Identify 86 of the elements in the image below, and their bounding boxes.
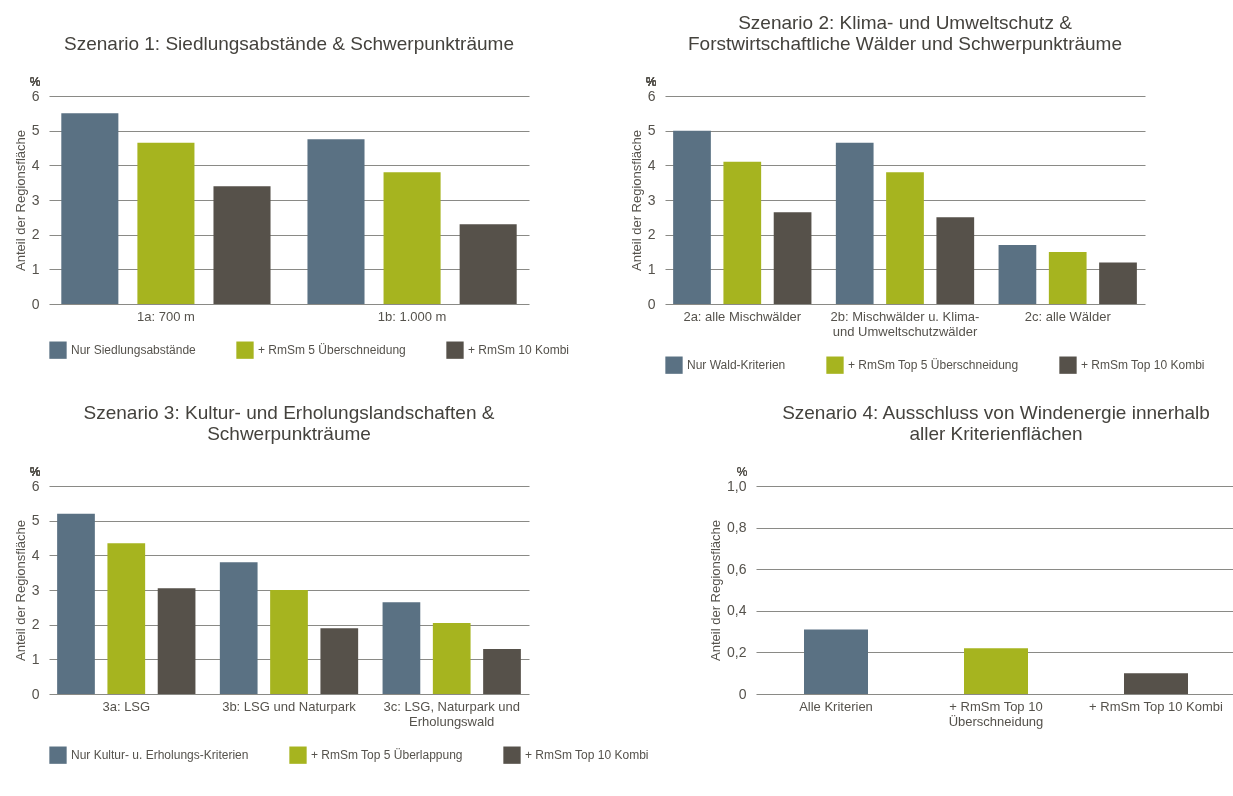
bar (307, 139, 365, 304)
y-tick-label: 0 (31, 685, 40, 702)
bar (137, 142, 195, 304)
bar (213, 186, 271, 304)
x-tick-label: 3b: LSG und Naturpark (222, 698, 357, 714)
bar (483, 648, 521, 694)
legend-label: Nur Kultur- u. Erholungs-Kriterien (71, 748, 249, 763)
bar (270, 590, 308, 694)
y-tick-label: 4 (647, 156, 656, 173)
x-tick-label: 2a: alle Mischwälder (683, 308, 802, 324)
legend-label: + RmSm Top 5 Überlappung (311, 748, 463, 763)
chart-title: Szenario 1: Siedlungsabstände & Schwerpunkträume (64, 33, 514, 54)
y-tick-label: 5 (31, 512, 40, 529)
bar (886, 172, 924, 304)
x-tick-label: 3c: LSG, Naturpark und Erholungswald (383, 698, 520, 729)
y-tick-label: 1,0 (727, 477, 747, 494)
y-tick-label: 1 (31, 260, 40, 277)
y-tick-label: 5 (31, 122, 40, 139)
text: % (645, 75, 657, 89)
legend-label: + RmSm 5 Überschneidung (258, 343, 406, 358)
y-tick-label: 5 (647, 122, 656, 139)
x-tick-label: 2b: Mischwälder u. Klima- und Umweltschutzwälder (830, 308, 980, 339)
bar (723, 161, 762, 304)
text: % (29, 465, 41, 479)
chart-title: Szenario 2: Klima- und Umweltschutz & Forstwirtschaftliche Wälder und Schwerpunkträume (687, 12, 1123, 54)
bar (804, 629, 868, 694)
x-tick-label: 1a: 700 m (137, 308, 195, 324)
bar (382, 602, 421, 694)
legend-label: Nur Wald-Kriterien (687, 358, 786, 373)
bar (964, 648, 1028, 694)
y-tick-label: 0,4 (727, 602, 747, 619)
legend-label: Nur Siedlungsabstände (71, 343, 197, 358)
y-tick-label: 0 (738, 685, 747, 702)
bar (1048, 252, 1087, 304)
y-tick-label: 0 (647, 295, 656, 312)
chart-title: Szenario 4: Ausschluss von Windenergie innerhalb aller Kriterienflächen (782, 402, 1210, 444)
y-tick-label: 4 (31, 156, 40, 173)
chart-title: Szenario 3: Kultur- und Erholungslandschaften & Schwerpunkträume (83, 402, 495, 444)
bar (57, 513, 95, 694)
legend-label: + RmSm Top 10 Kombi (1081, 358, 1205, 373)
y-tick-label: 2 (647, 226, 656, 243)
y-tick-label: 4 (31, 546, 40, 563)
bar (835, 142, 874, 304)
bar (936, 217, 975, 304)
y-tick-label: 3 (31, 581, 40, 598)
y-tick-label: 6 (647, 87, 656, 104)
y-tick-label: 2 (31, 616, 40, 633)
bar (773, 212, 812, 304)
bar (61, 113, 119, 304)
y-tick-label: 0,2 (727, 643, 747, 660)
y-tick-label: 1 (31, 650, 40, 667)
bar (320, 628, 359, 694)
x-tick-label: 3a: LSG (102, 698, 151, 714)
bar (219, 562, 258, 694)
y-tick-label: 0,8 (727, 519, 747, 536)
text: % (736, 465, 748, 479)
bar (157, 588, 196, 694)
legend-label: + RmSm Top 5 Überschneidung (848, 358, 1019, 373)
bar (383, 172, 441, 304)
y-tick-label: 2 (31, 226, 40, 243)
y-tick-label: 0 (31, 295, 40, 312)
y-axis-title: Anteil der Regionsfläche (12, 130, 28, 271)
bar (1124, 673, 1188, 694)
bar (1099, 262, 1137, 304)
text: % (29, 75, 41, 89)
y-tick-label: 0,6 (727, 560, 747, 577)
x-tick-label: + RmSm Top 10 Überschneidung (948, 698, 1044, 729)
y-tick-label: 6 (31, 477, 40, 494)
legend-label: + RmSm Top 10 Kombi (525, 748, 649, 763)
x-tick-label: + RmSm Top 10 Kombi (1089, 698, 1223, 714)
y-tick-label: 3 (31, 191, 40, 208)
y-axis-title: Anteil der Regionsfläche (628, 130, 644, 271)
bar (432, 622, 471, 694)
y-tick-label: 3 (647, 191, 656, 208)
y-axis-title: Anteil der Regionsfläche (12, 520, 28, 661)
x-tick-label: 1b: 1.000 m (377, 308, 447, 324)
x-tick-label: 2c: alle Wälder (1024, 308, 1112, 324)
x-tick-label: Alle Kriterien (799, 698, 873, 714)
bar (107, 543, 146, 694)
bar (459, 224, 517, 304)
y-tick-label: 1 (647, 260, 656, 277)
bar (673, 130, 711, 304)
legend-label: + RmSm 10 Kombi (468, 343, 570, 358)
y-axis-title: Anteil der Regionsfläche (708, 520, 724, 661)
bar (998, 245, 1037, 304)
y-tick-label: 6 (31, 87, 40, 104)
